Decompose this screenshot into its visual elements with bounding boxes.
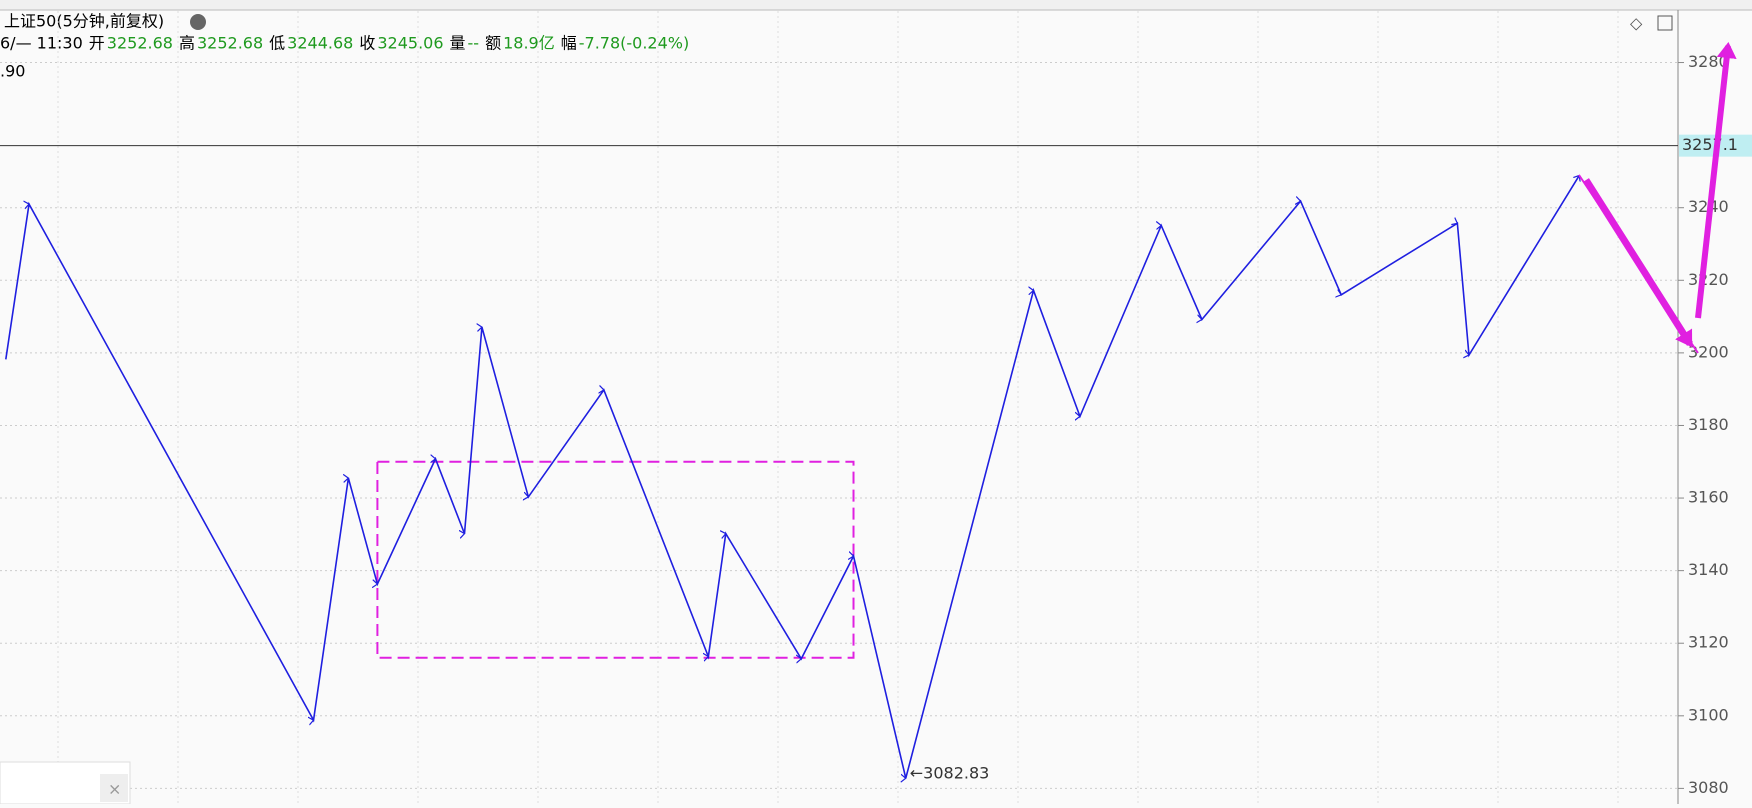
header-text: 额	[485, 34, 501, 53]
header-text: 开	[89, 34, 105, 53]
header-text: --	[468, 34, 480, 53]
header-text: -7.78(-0.24%)	[579, 34, 689, 53]
header-text: 高	[179, 34, 195, 53]
diamond-icon[interactable]: ◇	[1630, 14, 1643, 33]
up-arrow	[1695, 42, 1737, 319]
zigzag-line	[5, 175, 1579, 778]
price-tag-label: 3257.1	[1682, 135, 1738, 154]
header-text: 3245.06	[377, 34, 443, 53]
header-text: 低	[269, 34, 285, 53]
header-text: 幅	[561, 34, 577, 53]
y-tick-label: 3120	[1688, 633, 1729, 652]
y-tick-label: 3160	[1688, 488, 1729, 507]
dropdown-icon[interactable]	[190, 14, 206, 30]
header-row: 6/— 11:30 开 3252.68 高 3252.68 低 3244.68 收 3245.0…	[0, 34, 689, 53]
header-text: 收	[359, 34, 375, 53]
down-arrow	[1583, 178, 1693, 348]
toolbar	[0, 0, 1752, 10]
y-tick-label: 3180	[1688, 415, 1729, 434]
header-text: 18.9亿	[503, 34, 555, 53]
close-button[interactable]	[100, 774, 128, 802]
header-text: 3252.68	[107, 34, 173, 53]
y-tick-label: 3220	[1688, 270, 1729, 289]
y-tick-label: 3140	[1688, 560, 1729, 579]
y-tick-label: 3100	[1688, 705, 1729, 724]
chart-title: 上证50(5分钟,前复权)	[4, 12, 164, 31]
y-tick-label: 3080	[1688, 778, 1729, 797]
panel-icon[interactable]	[1657, 15, 1673, 31]
indicator-label: .90	[0, 62, 25, 81]
header-text: 6/— 11:30	[0, 34, 83, 53]
close-icon[interactable]: ×	[108, 780, 121, 799]
low-annotation: ←3082.83	[910, 764, 990, 783]
y-tick-label: 3200	[1688, 342, 1729, 361]
header-text: 3244.68	[287, 34, 353, 53]
header-text: 3252.68	[197, 34, 263, 53]
header-text: 量	[450, 34, 466, 53]
